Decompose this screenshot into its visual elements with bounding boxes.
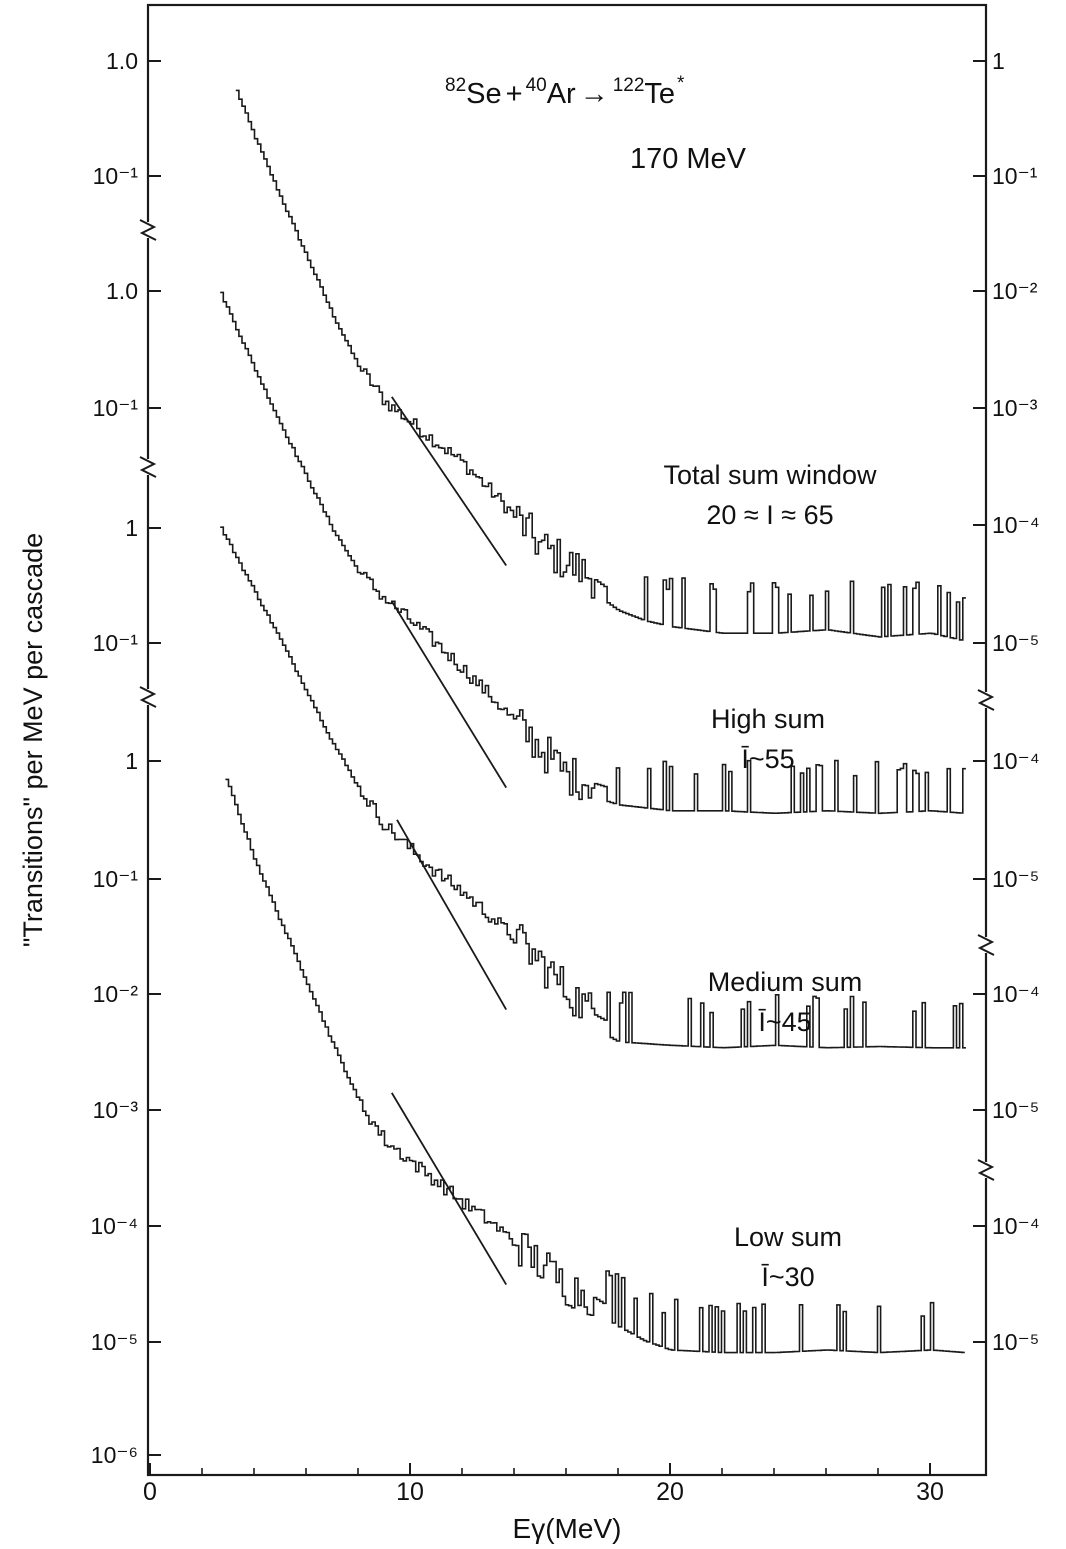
title-arrow: → bbox=[580, 78, 609, 110]
title-mass-se: 82 bbox=[445, 75, 466, 96]
series-0-annotation-line: 20 ≈ I ≈ 65 bbox=[706, 500, 833, 530]
y-left-tick-label: 10⁻⁶ bbox=[91, 1442, 138, 1468]
title-symbol-ar: Ar bbox=[547, 78, 576, 110]
y-right-tick-label: 10⁻⁵ bbox=[992, 1329, 1039, 1355]
y-left-tick-label: 10⁻² bbox=[93, 981, 139, 1007]
x-tick-label: 30 bbox=[916, 1478, 944, 1506]
series-layer bbox=[220, 89, 966, 1354]
y-left-tick-label: 10⁻¹ bbox=[93, 163, 139, 189]
series-3-reference-line bbox=[391, 1092, 507, 1286]
y-left-tick-label: 10⁻⁴ bbox=[90, 1213, 138, 1239]
series-1-histogram bbox=[220, 291, 966, 815]
y-left-tick-label: 1.0 bbox=[106, 278, 138, 304]
y-right-tick-label: 10⁻¹ bbox=[992, 163, 1038, 189]
series-3-histogram bbox=[225, 778, 965, 1354]
series-1-annotation-line: Ī~55 bbox=[741, 744, 794, 774]
title-symbol-se: Se bbox=[466, 78, 501, 110]
y-left-tick-label: 10⁻⁵ bbox=[91, 1329, 138, 1355]
chart-title: 82Se +40Ar → 122Te * bbox=[445, 73, 685, 110]
chart-subtitle: 170 MeV bbox=[630, 143, 747, 175]
y-right-tick-label: 10⁻⁴ bbox=[992, 1213, 1040, 1239]
y-left-tick-label: 1 bbox=[125, 515, 138, 541]
y-right-tick-label: 10⁻⁴ bbox=[992, 981, 1040, 1007]
series-1-annotation-line: High sum bbox=[711, 704, 825, 734]
title-mass-ar: 40 bbox=[526, 75, 547, 96]
y-left-tick-label: 10⁻¹ bbox=[93, 395, 139, 421]
left-axis-break bbox=[139, 219, 157, 241]
title-star: * bbox=[677, 73, 685, 94]
series-3-annotation-line: Ī~30 bbox=[761, 1262, 814, 1292]
title-plus: + bbox=[506, 78, 523, 110]
y-right-tick-label: 10⁻⁵ bbox=[992, 1097, 1039, 1123]
series-2-histogram bbox=[220, 526, 966, 1049]
y-right-tick-label: 10⁻² bbox=[992, 278, 1038, 304]
right-axis-break bbox=[977, 1159, 995, 1181]
x-axis-label: Eγ(MeV) bbox=[513, 1513, 622, 1544]
title-symbol-te: Te bbox=[644, 78, 675, 110]
axis-breaks bbox=[139, 219, 995, 1181]
y-left-tick-label: 1.0 bbox=[106, 48, 138, 74]
series-2-reference-line bbox=[396, 819, 507, 1010]
title-mass-te: 122 bbox=[613, 75, 645, 96]
x-tick-label: 20 bbox=[656, 1478, 684, 1506]
series-0-annotation-line: Total sum window bbox=[663, 460, 877, 490]
series-0-reference-line bbox=[391, 396, 507, 567]
y-right-tick-label: 10⁻⁴ bbox=[992, 748, 1040, 774]
x-tick-label: 0 bbox=[143, 1478, 157, 1506]
series-3-annotation-line: Low sum bbox=[734, 1222, 842, 1252]
y-right-tick-label: 1 bbox=[992, 48, 1005, 74]
annotations-layer: Total sum window 20 ≈ I ≈ 65 High sum Ī~55 M… bbox=[663, 460, 877, 1292]
y-left-tick-label: 10⁻³ bbox=[93, 1097, 139, 1123]
plot-frame bbox=[146, 3, 988, 1477]
x-tick-label: 10 bbox=[396, 1478, 424, 1506]
series-1-reference-line bbox=[391, 600, 507, 789]
ticks-layer: 0 10 20 30 1.0 10⁻¹ 1 10⁻¹ 10⁻² 10⁻³ 10⁻⁴ 10⁻⁵ 1.0 10… bbox=[90, 48, 1039, 1506]
left-axis-break bbox=[139, 686, 157, 708]
y-left-tick-label: 10⁻¹ bbox=[93, 630, 139, 656]
right-axis-break bbox=[977, 689, 995, 711]
left-axis-break bbox=[139, 456, 157, 478]
series-2-annotation-line: Medium sum bbox=[708, 967, 863, 997]
y-left-tick-label: 10⁻¹ bbox=[93, 866, 139, 892]
y-right-tick-label: 10⁻⁵ bbox=[992, 630, 1039, 656]
right-axis-break bbox=[977, 934, 995, 956]
y-axis-label: "Transitions" per MeV per cascade bbox=[18, 533, 48, 947]
series-2-annotation-line: Ī~45 bbox=[758, 1007, 811, 1037]
y-right-tick-label: 10⁻⁵ bbox=[992, 866, 1039, 892]
y-left-tick-label: 1 bbox=[125, 748, 138, 774]
y-right-tick-label: 10⁻³ bbox=[992, 395, 1038, 421]
series-0-histogram bbox=[235, 89, 966, 641]
y-right-tick-label: 10⁻⁴ bbox=[992, 512, 1040, 538]
